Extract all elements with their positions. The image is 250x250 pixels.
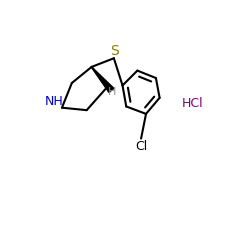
Text: H: H (108, 87, 116, 97)
Text: S: S (110, 44, 119, 58)
Polygon shape (92, 67, 114, 92)
Text: NH: NH (45, 95, 64, 108)
Text: Cl: Cl (135, 140, 147, 152)
Text: HCl: HCl (182, 97, 204, 110)
